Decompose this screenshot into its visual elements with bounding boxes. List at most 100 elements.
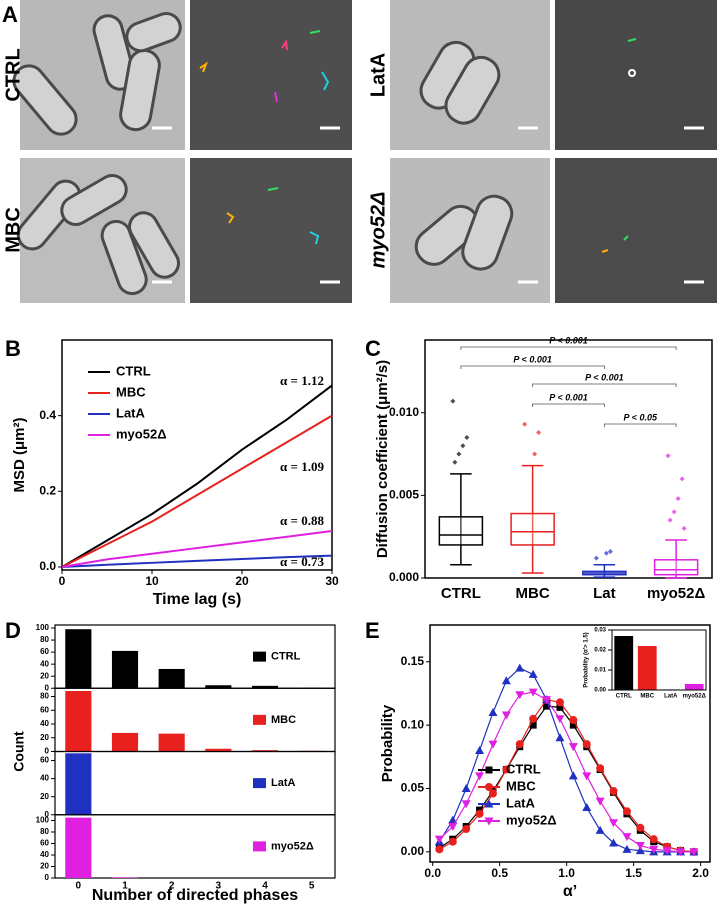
data-point <box>464 435 470 441</box>
y-tick-label: 0 <box>45 747 50 756</box>
marker <box>582 772 592 781</box>
legend-label: LatA <box>271 777 296 789</box>
cells <box>12 12 514 296</box>
x-tick-label: 30 <box>325 574 339 588</box>
bar <box>65 817 92 878</box>
y-axis-label: Count <box>11 731 27 772</box>
marker <box>582 803 592 812</box>
tracks <box>199 30 637 253</box>
marker <box>596 764 605 773</box>
x-tick-label: LatA <box>664 694 678 700</box>
y-tick-label: 0.2 <box>39 483 56 497</box>
bar <box>205 685 232 689</box>
y-tick-label: 40 <box>40 774 49 783</box>
marker <box>475 745 485 754</box>
significance-bracket <box>532 403 605 407</box>
condition-label: LatA <box>367 53 389 97</box>
annotation: α = 1.12 <box>280 373 324 388</box>
x-axis-label: α’ <box>563 883 577 900</box>
marker <box>461 800 471 809</box>
marker <box>543 702 551 710</box>
y-axis-label: MSD (μm²) <box>11 417 28 492</box>
marker <box>462 825 471 834</box>
x-tick-label: Lat <box>593 585 616 602</box>
panel-letter: D <box>5 618 21 643</box>
bar <box>111 732 139 752</box>
marker <box>515 691 525 700</box>
data-point <box>665 453 671 459</box>
x-tick-label: 1 <box>122 881 128 892</box>
box <box>438 516 484 546</box>
marker <box>649 845 659 854</box>
data-point <box>681 525 687 531</box>
marker <box>501 711 511 720</box>
marker <box>515 740 524 749</box>
y-tick-label: 0.005 <box>389 488 419 502</box>
marker <box>529 714 538 723</box>
y-tick-label: 60 <box>40 705 49 714</box>
data-point <box>607 549 613 555</box>
y-axis-label: Diffusion coefficient (μm²/s) <box>374 360 391 558</box>
data-point <box>603 550 609 556</box>
y-tick-label: 40 <box>40 659 49 668</box>
plot-frame <box>61 339 333 571</box>
legend-label: CTRL <box>271 651 301 663</box>
bar <box>637 646 657 690</box>
y-axis-label: Probability <box>379 704 396 782</box>
data-point <box>532 451 538 457</box>
series-line <box>61 554 333 568</box>
data-point <box>667 517 673 523</box>
bar <box>684 684 704 690</box>
marker <box>622 844 632 853</box>
x-tick-label: myo52Δ <box>683 694 707 700</box>
scale-bars <box>152 126 704 284</box>
y-tick-label: 100 <box>36 816 50 825</box>
marker <box>556 703 564 711</box>
marker <box>488 740 498 749</box>
marker <box>568 771 578 780</box>
significance-bracket <box>460 365 605 369</box>
marker <box>488 707 498 716</box>
marker <box>569 716 578 725</box>
x-tick-label: 0.0 <box>424 866 441 880</box>
panel-letter: E <box>365 618 380 643</box>
y-tick-label: 20 <box>40 862 49 871</box>
bar <box>111 650 139 689</box>
x-tick-label: CTRL <box>441 585 481 602</box>
significance-label: P < 0.001 <box>513 354 551 364</box>
legend-label: MBC <box>271 714 296 726</box>
significance-label: P < 0.001 <box>549 392 587 402</box>
marker <box>555 715 565 724</box>
significance-bracket <box>532 383 677 387</box>
annotation: α = 0.88 <box>280 513 324 528</box>
x-tick-label: 4 <box>262 881 268 892</box>
marker <box>461 783 471 792</box>
y-tick-label: 60 <box>40 839 49 848</box>
marker <box>434 835 444 844</box>
x-axis-label: Time lag (s) <box>153 591 242 608</box>
x-tick-label: 2.0 <box>692 866 709 880</box>
annotation: α = 0.73 <box>280 554 324 569</box>
y-tick-label: 0.05 <box>401 781 425 795</box>
subplot-frame <box>54 814 336 879</box>
y-tick-label: 100 <box>36 623 50 632</box>
condition-label: myo52Δ <box>367 192 389 269</box>
marker <box>622 807 631 816</box>
significance-bracket <box>603 423 677 427</box>
y-tick-label: 0.0 <box>39 559 56 573</box>
data-point <box>671 509 677 515</box>
box <box>653 559 699 576</box>
x-tick-label: 10 <box>145 574 159 588</box>
x-tick-label: 2 <box>169 881 175 892</box>
marker <box>484 817 494 826</box>
marker <box>676 848 686 857</box>
marker <box>528 688 538 697</box>
significance-label: P < 0.05 <box>624 412 658 422</box>
x-tick-label: 0 <box>76 881 82 892</box>
y-tick-label: 40 <box>40 850 49 859</box>
condition-label: MBC <box>2 207 24 253</box>
y-tick-label: 60 <box>40 756 49 765</box>
legend-label: LatA <box>506 795 536 810</box>
y-tick-label: 0.00 <box>401 844 425 858</box>
plot-frame <box>424 339 713 579</box>
